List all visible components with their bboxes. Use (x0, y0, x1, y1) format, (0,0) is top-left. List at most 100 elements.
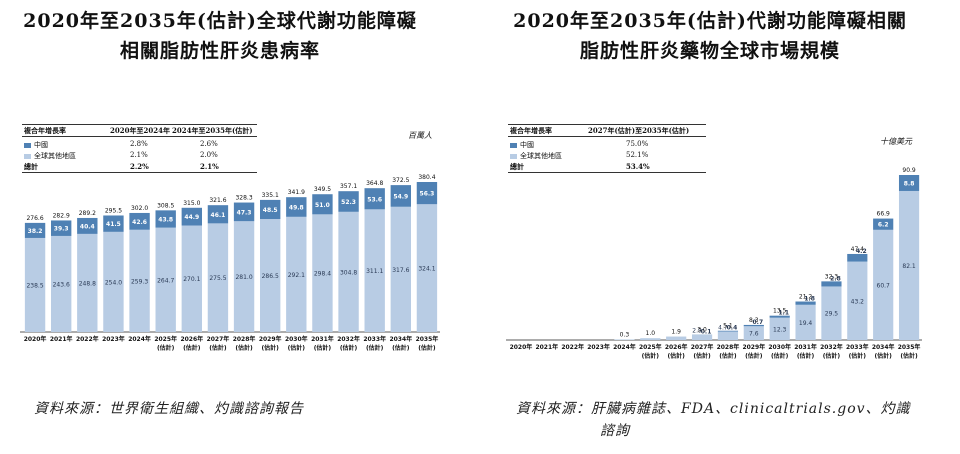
x-tick-label: 2024年 (128, 335, 151, 343)
prevalence-panel: 2020年至2035年(估計)全球代謝功能障礙 相關脂肪性肝炎患病率 複合年增長… (0, 0, 470, 454)
x-tick-label: (估計) (745, 352, 763, 360)
x-tick-label: (估計) (667, 352, 685, 360)
cagr-value: 2.6% (200, 140, 218, 148)
bar-total-label: 282.9 (53, 212, 70, 219)
bar-label-rest-of-world: 259.3 (131, 278, 148, 285)
x-tick-label: 2029年 (742, 343, 765, 351)
x-tick-label: 2027年 (691, 343, 714, 351)
china-swatch (510, 142, 517, 148)
x-tick-label: (估計) (261, 344, 279, 352)
bar-total-label: 341.9 (288, 189, 305, 196)
market-source-note: 資料來源：肝臟病雜誌、FDA、clinicaltrials.gov、灼識 諮詢 (516, 398, 956, 442)
bar-label-china: 47.3 (237, 209, 252, 216)
cagr-value: 53.4% (626, 162, 650, 171)
bar-label-china: 54.9 (393, 193, 408, 200)
bar-label-rest-of-world: 82.1 (902, 263, 916, 270)
bar-total-label: 8.3 (749, 317, 759, 324)
bar-label-rest-of-world: 2.9 (692, 328, 702, 335)
bar-label-china: 0.7 (752, 319, 763, 326)
x-tick-label: 2025年 (154, 335, 177, 343)
bar-rest-of-world (416, 204, 438, 332)
bar-label-rest-of-world: 281.0 (235, 274, 252, 281)
bar-rest-of-world (898, 190, 920, 340)
x-tick-label: 2021年 (50, 335, 73, 343)
bar-china (155, 210, 176, 228)
bar-label-rest-of-world: 248.8 (79, 280, 96, 287)
bar-total-label: 372.5 (392, 177, 409, 184)
bar-china (129, 212, 150, 230)
x-tick-label: 2035年 (416, 335, 439, 343)
bar-rest-of-world (312, 214, 333, 332)
bar-total-label: 66.9 (877, 211, 891, 218)
bar-label-rest-of-world: 275.5 (209, 275, 226, 282)
bar-china (181, 207, 203, 226)
x-tick-label: (估計) (288, 344, 306, 352)
bar-label-china: 0.4 (727, 325, 738, 332)
bar-rest-of-world (390, 206, 412, 332)
cagr-row-china: 中國 75.0% (508, 139, 706, 149)
bar-label-rest-of-world: 324.1 (418, 266, 435, 273)
x-tick-label: 2026年 (180, 335, 203, 343)
x-tick-label: 2026年 (665, 343, 688, 351)
bar-china (364, 188, 385, 210)
bar-total-label: 47.4 (851, 246, 865, 253)
x-tick-label: 2022年 (561, 343, 584, 351)
cagr-row-china: 中國 2.8% 2.6% (22, 139, 257, 149)
cagr-value: 2.8% (130, 140, 148, 148)
bar-total-label: 315.0 (183, 200, 200, 207)
x-tick-label: 2022年 (76, 335, 99, 343)
rest-of-world-swatch (510, 153, 517, 159)
bar-rest-of-world (873, 229, 894, 340)
bar-china (821, 281, 842, 287)
bar-rest-of-world (821, 286, 842, 340)
cagr-value: 2.1% (130, 151, 148, 159)
bar-rest-of-world (155, 227, 176, 332)
x-tick-label: (估計) (900, 352, 918, 360)
cagr-row-rest: 全球其他地區 2.1% 2.0% (22, 150, 257, 160)
market-source-line2: 諮詢 (600, 423, 630, 439)
bar-label-rest-of-world: 317.6 (392, 267, 409, 274)
cagr-header-label: 複合年增長率 (510, 126, 552, 135)
bar-total-label: 276.6 (26, 215, 43, 222)
bar-label-china: 40.4 (80, 223, 95, 230)
prevalence-chart-title: 2020年至2035年(估計)全球代謝功能障礙 相關脂肪性肝炎患病率 (0, 6, 440, 66)
prevalence-title-line1: 2020年至2035年(估計)全球代謝功能障礙 (23, 10, 417, 32)
bar-label-china: 51.0 (315, 202, 330, 209)
bar-total-label: 328.3 (235, 195, 252, 202)
bar-label-china: 43.8 (158, 216, 173, 223)
bar-rest-of-world (207, 223, 229, 332)
x-tick-label: 2030年 (768, 343, 791, 351)
cagr-row-total: 總計 2.2% 2.1% (22, 161, 257, 171)
x-tick-label: (估計) (771, 352, 789, 360)
bar-label-china: 6.2 (878, 222, 889, 229)
cagr-table-header: 複合年增長率 2020年至2024年 2024年至2035年(估計) (22, 124, 257, 137)
x-tick-label: 2035年 (898, 343, 921, 351)
x-tick-label: (估計) (366, 344, 384, 352)
rest-of-world-swatch (24, 153, 31, 159)
bar-label-china: 4.2 (856, 248, 867, 255)
x-tick-label: 2020年 (24, 335, 47, 343)
bar-total-label: 5.1 (723, 323, 733, 330)
x-tick-label: 2033年 (846, 343, 869, 351)
bar-total-label: 308.5 (157, 202, 174, 209)
bar-label-china: 41.5 (106, 221, 121, 228)
x-tick-label: 2034年 (872, 343, 895, 351)
x-tick-label: (估計) (314, 344, 332, 352)
bar-rest-of-world (50, 235, 72, 332)
bar-rest-of-world (24, 237, 46, 332)
bar-label-china: 1.8 (804, 296, 815, 303)
cagr-row-label: 中國 (520, 141, 534, 149)
x-tick-label: 2028年 (717, 343, 740, 351)
bar-rest-of-world (233, 221, 255, 332)
bar-rest-of-world (640, 338, 661, 340)
x-tick-label: 2029年 (259, 335, 282, 343)
bar-label-rest-of-world: 298.4 (314, 271, 331, 278)
cagr-table-rule (22, 172, 257, 173)
cagr-header-period2: 2024年至2035年(估計) (172, 126, 253, 135)
bar-label-rest-of-world: 60.7 (877, 282, 891, 289)
bar-label-rest-of-world: 43.2 (851, 298, 865, 305)
cagr-row-label: 全球其他地區 (34, 152, 76, 160)
bar-total-label: 0.3 (620, 331, 630, 338)
x-tick-label: 2031年 (794, 343, 817, 351)
bar-label-rest-of-world: 264.7 (157, 277, 174, 284)
